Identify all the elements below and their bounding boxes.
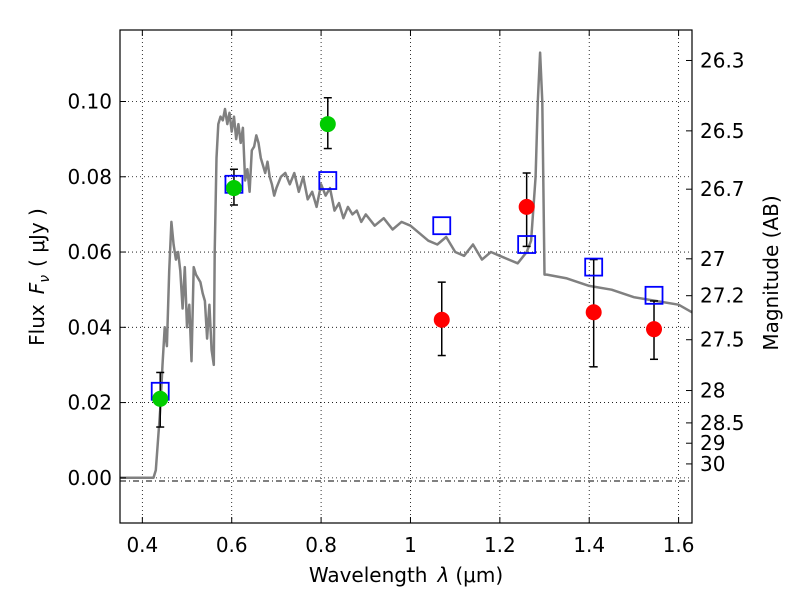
y2-tick-label: 28.5	[700, 411, 745, 435]
y-tick-label: 0.04	[67, 315, 112, 339]
y-axis-label: FluxFν( μJy )	[25, 208, 53, 346]
y2-tick-label: 27.2	[700, 284, 745, 308]
y2-tick-label: 29	[700, 431, 725, 455]
y-tick-label: 0.06	[67, 240, 112, 264]
y2-axis-label: Magnitude (AB)	[759, 195, 783, 350]
model-spectrum-line	[120, 51, 693, 480]
observed-flux-point	[585, 304, 602, 321]
y2-tick-label: 26.7	[700, 177, 745, 201]
y2-tick-label: 27.5	[700, 328, 745, 352]
observed-flux-point	[518, 198, 535, 215]
model-flux-square-marker	[584, 257, 604, 277]
model-flux-square-marker	[432, 216, 452, 236]
y-tick-label: 0.00	[67, 466, 112, 490]
y-tick-label: 0.08	[67, 165, 112, 189]
observed-flux-point	[319, 116, 336, 133]
y2-tick-label: 26.3	[700, 48, 745, 72]
model-flux-square-marker	[644, 285, 664, 305]
axis-ticks: 0.4 0.6 0.8 1 1.2 1.4 1.6 0.00 0.02 0.04 0.06 0.08 0…	[67, 30, 745, 557]
y2-tick-label: 27	[700, 247, 725, 271]
x-tick-label: 1	[404, 533, 417, 557]
y2-tick-label: 26.5	[700, 119, 745, 143]
x-tick-label: 1.4	[573, 533, 605, 557]
plot-area	[120, 51, 693, 480]
x-tick-label: 1.2	[484, 533, 516, 557]
plot-frame	[119, 29, 693, 524]
gridlines	[120, 30, 692, 523]
model-flux-square-marker	[517, 235, 537, 254]
observed-flux-point	[152, 390, 169, 407]
y-tick-label: 0.10	[67, 90, 112, 114]
x-tick-label: 0.4	[126, 533, 158, 557]
x-tick-label: 0.8	[305, 533, 337, 557]
observed-flux-point	[433, 311, 450, 328]
observed-flux-point	[646, 321, 663, 338]
y2-tick-label: 30	[700, 452, 725, 476]
x-axis-label: Wavelength λ (μm)	[309, 563, 503, 587]
observed-flux-point	[225, 180, 242, 197]
y-tick-label: 0.02	[67, 391, 112, 415]
x-tick-label: 0.6	[216, 533, 248, 557]
y2-tick-label: 28	[700, 379, 725, 403]
x-tick-label: 1.6	[663, 533, 695, 557]
model-flux-square-marker	[318, 171, 338, 190]
